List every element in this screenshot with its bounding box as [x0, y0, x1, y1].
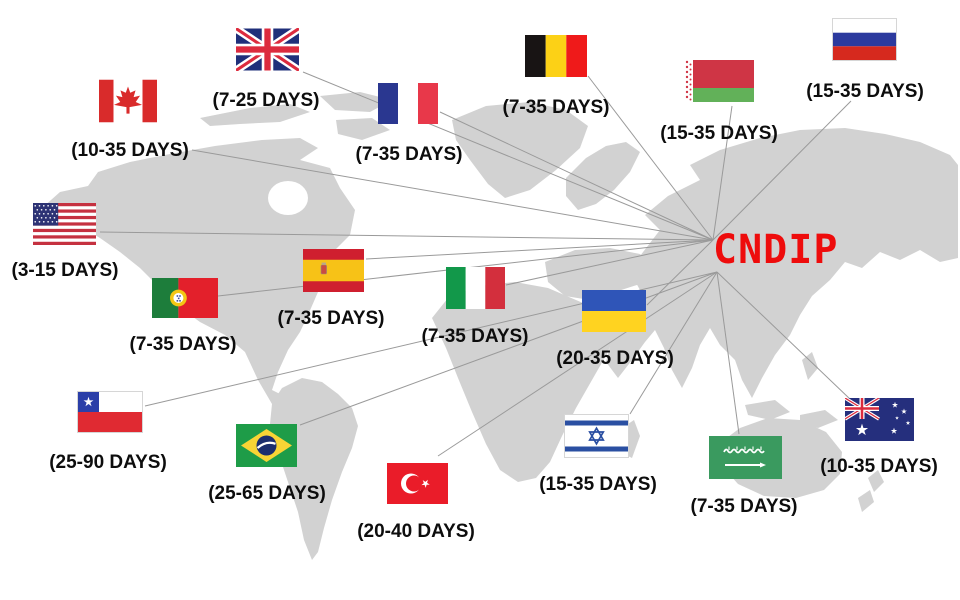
shipping-days-australia: (10-35 DAYS) — [820, 456, 938, 477]
shipping-line-uk — [302, 71, 714, 241]
shipping-line-russia — [712, 100, 852, 241]
shipping-line-italy — [505, 239, 714, 286]
shipping-days-usa: (3-15 DAYS) — [11, 260, 119, 281]
shipping-days-belarus: (15-35 DAYS) — [660, 123, 778, 144]
hub-label: CNDIP — [713, 227, 839, 273]
flag-chile — [77, 391, 143, 433]
flag-russia — [832, 18, 897, 61]
shipping-line-australia — [716, 271, 852, 401]
flag-portugal — [152, 278, 218, 318]
shipping-line-belarus — [712, 105, 733, 241]
shipping-days-israel: (15-35 DAYS) — [539, 474, 657, 495]
flag-canada — [99, 79, 157, 123]
flag-brazil — [236, 424, 297, 467]
flag-ukraine — [582, 290, 646, 332]
flag-united-states — [33, 203, 96, 245]
flag-belgium — [525, 35, 587, 77]
flag-united-kingdom — [236, 28, 299, 71]
flag-israel — [564, 414, 629, 458]
shipping-line-saudi — [716, 271, 740, 435]
flag-australia — [845, 398, 914, 441]
shipping-line-belgium — [587, 75, 714, 241]
shipping-line-turkey — [437, 271, 718, 457]
shipping-days-chile: (25-90 DAYS) — [49, 452, 167, 473]
shipping-days-canada: (10-35 DAYS) — [71, 140, 189, 161]
shipping-days-italy: (7-35 DAYS) — [421, 326, 529, 347]
shipping-days-belgium: (7-35 DAYS) — [502, 97, 610, 118]
shipping-days-portugal: (7-35 DAYS) — [129, 334, 237, 355]
shipping-days-france: (7-35 DAYS) — [355, 144, 463, 165]
flag-turkey — [387, 463, 448, 504]
shipping-days-brazil: (25-65 DAYS) — [208, 483, 326, 504]
flag-spain — [303, 249, 364, 292]
shipping-days-russia: (15-35 DAYS) — [806, 81, 924, 102]
shipping-line-spain — [365, 239, 714, 260]
shipping-line-usa — [99, 231, 714, 241]
shipping-line-brazil — [299, 271, 718, 426]
shipping-days-turkey: (20-40 DAYS) — [357, 521, 475, 542]
shipping-days-saudi: (7-35 DAYS) — [690, 496, 798, 517]
shipping-days-ukraine: (20-35 DAYS) — [556, 348, 674, 369]
flag-france — [378, 83, 438, 124]
shipping-line-israel — [629, 271, 718, 415]
flag-italy — [446, 267, 505, 309]
shipping-days-spain: (7-35 DAYS) — [277, 308, 385, 329]
shipping-line-france — [439, 111, 714, 241]
flag-saudi-arabia — [709, 436, 782, 479]
shipping-days-uk: (7-25 DAYS) — [212, 90, 320, 111]
shipping-line-canada — [191, 149, 714, 241]
flag-belarus — [684, 60, 754, 102]
